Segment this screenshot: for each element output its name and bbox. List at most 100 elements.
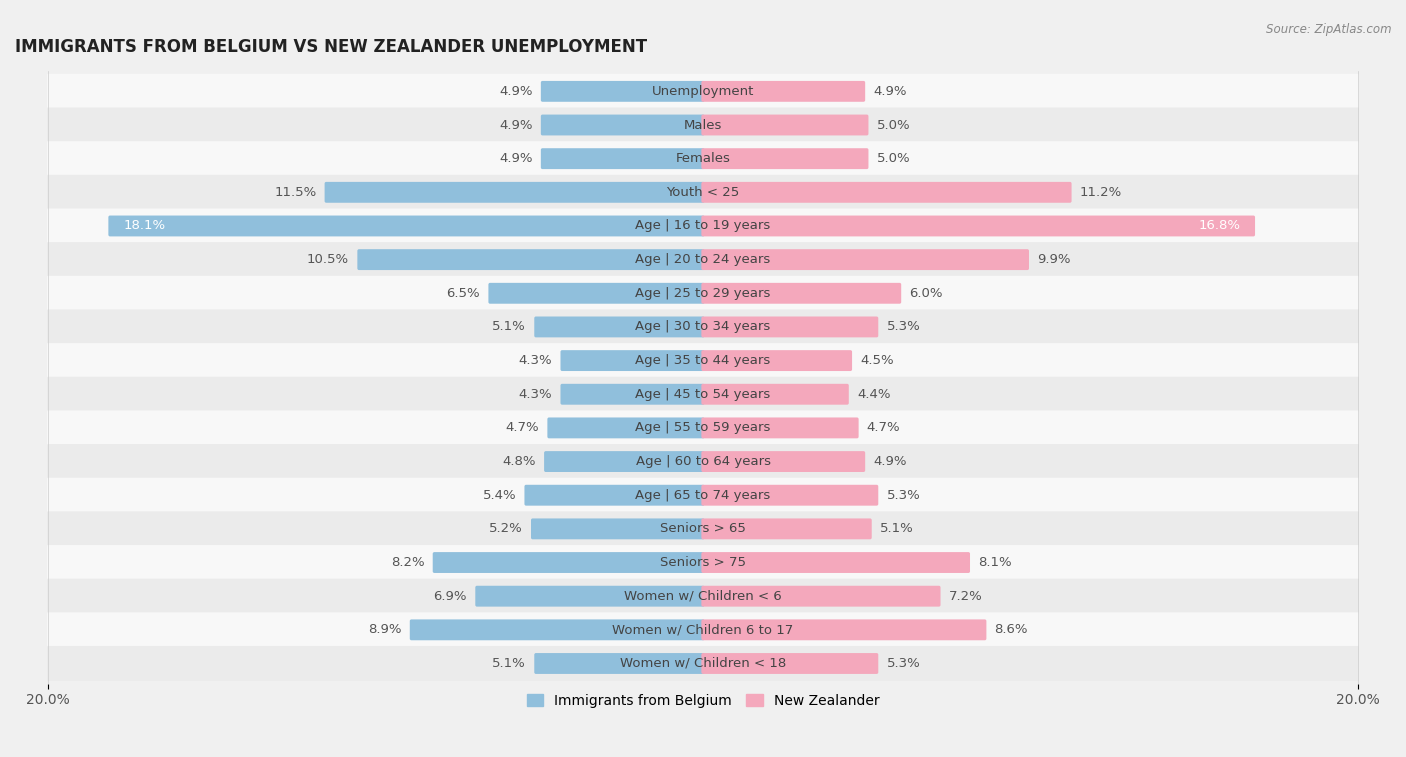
FancyBboxPatch shape [108,216,704,236]
Text: 5.1%: 5.1% [492,657,526,670]
Text: 4.4%: 4.4% [858,388,890,400]
Text: 4.5%: 4.5% [860,354,894,367]
FancyBboxPatch shape [48,175,1358,210]
Text: 9.9%: 9.9% [1038,253,1071,266]
Text: 11.5%: 11.5% [274,185,316,199]
Text: Age | 55 to 59 years: Age | 55 to 59 years [636,422,770,435]
Text: Females: Females [675,152,731,165]
FancyBboxPatch shape [702,653,879,674]
FancyBboxPatch shape [433,552,704,573]
FancyBboxPatch shape [702,316,879,338]
FancyBboxPatch shape [48,74,1358,109]
Text: 8.1%: 8.1% [979,556,1012,569]
FancyBboxPatch shape [544,451,704,472]
FancyBboxPatch shape [48,107,1358,142]
FancyBboxPatch shape [48,444,1358,479]
FancyBboxPatch shape [534,653,704,674]
Text: Youth < 25: Youth < 25 [666,185,740,199]
FancyBboxPatch shape [48,410,1358,445]
Text: 5.2%: 5.2% [489,522,523,535]
Text: Age | 30 to 34 years: Age | 30 to 34 years [636,320,770,333]
Text: 5.3%: 5.3% [886,657,920,670]
Text: Age | 45 to 54 years: Age | 45 to 54 years [636,388,770,400]
Text: Women w/ Children < 6: Women w/ Children < 6 [624,590,782,603]
Text: 5.4%: 5.4% [482,489,516,502]
FancyBboxPatch shape [48,208,1358,244]
FancyBboxPatch shape [48,310,1358,344]
Text: 8.2%: 8.2% [391,556,425,569]
Text: Age | 16 to 19 years: Age | 16 to 19 years [636,220,770,232]
FancyBboxPatch shape [48,343,1358,378]
Text: 5.0%: 5.0% [876,152,910,165]
Text: 8.9%: 8.9% [368,623,402,637]
FancyBboxPatch shape [475,586,704,606]
FancyBboxPatch shape [524,484,704,506]
FancyBboxPatch shape [48,612,1358,647]
FancyBboxPatch shape [702,484,879,506]
Text: Women w/ Children < 18: Women w/ Children < 18 [620,657,786,670]
FancyBboxPatch shape [561,350,704,371]
Text: 18.1%: 18.1% [124,220,166,232]
Text: Source: ZipAtlas.com: Source: ZipAtlas.com [1267,23,1392,36]
FancyBboxPatch shape [702,384,849,405]
Text: 11.2%: 11.2% [1080,185,1122,199]
FancyBboxPatch shape [702,114,869,136]
Text: 4.9%: 4.9% [499,119,533,132]
Text: Seniors > 75: Seniors > 75 [659,556,747,569]
Text: Age | 60 to 64 years: Age | 60 to 64 years [636,455,770,468]
Text: IMMIGRANTS FROM BELGIUM VS NEW ZEALANDER UNEMPLOYMENT: IMMIGRANTS FROM BELGIUM VS NEW ZEALANDER… [15,38,647,56]
FancyBboxPatch shape [702,182,1071,203]
FancyBboxPatch shape [702,451,865,472]
Text: 5.0%: 5.0% [876,119,910,132]
FancyBboxPatch shape [541,81,704,101]
Text: 6.9%: 6.9% [433,590,467,603]
FancyBboxPatch shape [409,619,704,640]
Text: 4.8%: 4.8% [502,455,536,468]
Text: Unemployment: Unemployment [652,85,754,98]
FancyBboxPatch shape [541,114,704,136]
Text: Seniors > 65: Seniors > 65 [659,522,747,535]
FancyBboxPatch shape [48,512,1358,547]
Legend: Immigrants from Belgium, New Zealander: Immigrants from Belgium, New Zealander [522,688,884,714]
Text: 8.6%: 8.6% [994,623,1028,637]
FancyBboxPatch shape [357,249,704,270]
FancyBboxPatch shape [48,646,1358,681]
Text: 4.3%: 4.3% [519,354,553,367]
FancyBboxPatch shape [48,478,1358,512]
FancyBboxPatch shape [325,182,704,203]
Text: 4.7%: 4.7% [506,422,538,435]
FancyBboxPatch shape [702,216,1256,236]
Text: Age | 20 to 24 years: Age | 20 to 24 years [636,253,770,266]
FancyBboxPatch shape [702,350,852,371]
FancyBboxPatch shape [48,276,1358,311]
Text: 5.3%: 5.3% [886,489,920,502]
Text: 4.3%: 4.3% [519,388,553,400]
Text: 4.9%: 4.9% [499,85,533,98]
Text: 10.5%: 10.5% [307,253,349,266]
Text: 5.1%: 5.1% [880,522,914,535]
FancyBboxPatch shape [702,586,941,606]
FancyBboxPatch shape [702,81,865,101]
Text: 4.9%: 4.9% [873,455,907,468]
Text: Males: Males [683,119,723,132]
FancyBboxPatch shape [541,148,704,169]
FancyBboxPatch shape [702,249,1029,270]
Text: 5.3%: 5.3% [886,320,920,333]
Text: 5.1%: 5.1% [492,320,526,333]
Text: 4.9%: 4.9% [873,85,907,98]
FancyBboxPatch shape [48,545,1358,580]
Text: Age | 65 to 74 years: Age | 65 to 74 years [636,489,770,502]
FancyBboxPatch shape [702,552,970,573]
FancyBboxPatch shape [702,417,859,438]
Text: 4.7%: 4.7% [868,422,900,435]
FancyBboxPatch shape [48,578,1358,614]
Text: 4.9%: 4.9% [499,152,533,165]
Text: Women w/ Children 6 to 17: Women w/ Children 6 to 17 [613,623,793,637]
FancyBboxPatch shape [702,283,901,304]
Text: Age | 25 to 29 years: Age | 25 to 29 years [636,287,770,300]
FancyBboxPatch shape [48,141,1358,176]
Text: 16.8%: 16.8% [1198,220,1240,232]
FancyBboxPatch shape [531,519,704,539]
FancyBboxPatch shape [561,384,704,405]
FancyBboxPatch shape [702,619,987,640]
